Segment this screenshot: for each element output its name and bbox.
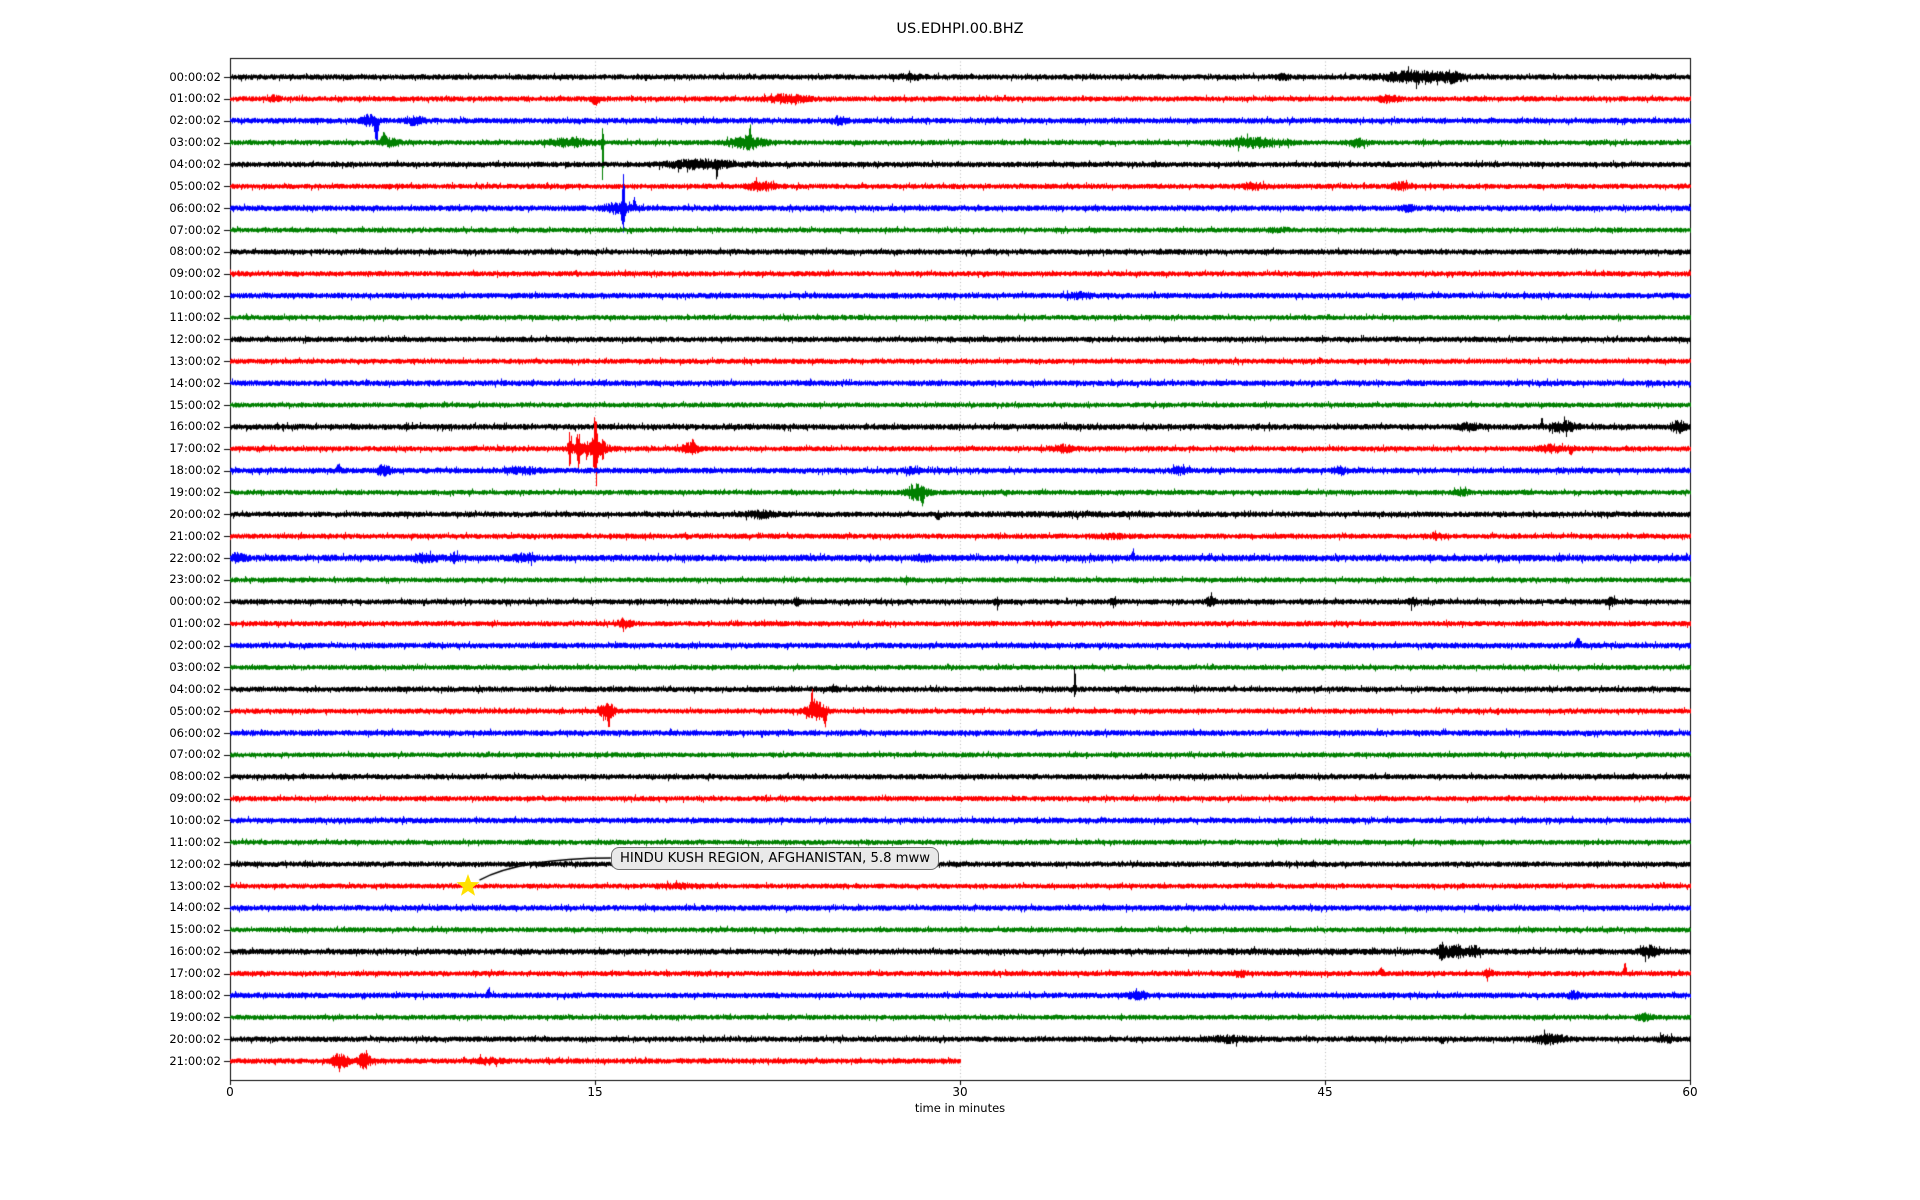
event-star-icon [457, 874, 480, 896]
trace-time-label: 21:00:02 [169, 1053, 221, 1068]
trace-time-label: 00:00:02 [169, 594, 221, 609]
trace-time-label: 13:00:02 [169, 353, 221, 368]
trace-time-label: 06:00:02 [169, 200, 221, 215]
trace-time-label: 05:00:02 [169, 703, 221, 718]
x-axis-label: time in minutes [914, 1101, 1006, 1115]
trace-time-label: 05:00:02 [169, 178, 221, 193]
trace-time-label: 17:00:02 [169, 441, 221, 456]
trace-time-label: 11:00:02 [169, 834, 221, 849]
trace-time-label: 01:00:02 [169, 616, 221, 631]
trace-time-label: 09:00:02 [169, 266, 221, 281]
earthquake-annotation-box: HINDU KUSH REGION, AFGHANISTAN, 5.8 mww [611, 847, 940, 870]
x-tick-label: 60 [1682, 1085, 1698, 1099]
trace-time-label: 02:00:02 [169, 638, 221, 653]
trace-time-label: 16:00:02 [169, 419, 221, 434]
earthquake-annotation-text: HINDU KUSH REGION, AFGHANISTAN, 5.8 mww [620, 851, 931, 866]
x-tick-label: 15 [587, 1085, 603, 1099]
trace-time-label: 16:00:02 [169, 944, 221, 959]
trace-time-label: 04:00:02 [169, 681, 221, 696]
trace-time-label: 03:00:02 [169, 659, 221, 674]
trace-time-label: 10:00:02 [169, 288, 221, 303]
trace-time-label: 03:00:02 [169, 135, 221, 150]
trace-time-label: 19:00:02 [169, 484, 221, 499]
trace-time-label: 10:00:02 [169, 812, 221, 827]
trace-time-label: 14:00:02 [169, 900, 221, 915]
trace-time-label: 08:00:02 [169, 244, 221, 259]
page-title: US.EDHPI.00.BHZ [896, 21, 1024, 37]
trace-time-label: 20:00:02 [169, 506, 221, 521]
trace-time-label: 08:00:02 [169, 769, 221, 784]
trace-time-label: 21:00:02 [169, 528, 221, 543]
trace-time-label: 12:00:02 [169, 856, 221, 871]
trace-time-label: 01:00:02 [169, 91, 221, 106]
trace-time-label: 18:00:02 [169, 463, 221, 478]
trace-time-label: 20:00:02 [169, 1031, 221, 1046]
trace-time-label: 09:00:02 [169, 791, 221, 806]
trace-time-label: 14:00:02 [169, 375, 221, 390]
trace-time-label: 04:00:02 [169, 156, 221, 171]
trace-time-label: 00:00:02 [169, 69, 221, 84]
trace-time-label: 07:00:02 [169, 747, 221, 762]
trace-time-label: 19:00:02 [169, 1009, 221, 1024]
trace-time-label: 07:00:02 [169, 222, 221, 237]
x-tick-label: 45 [1317, 1085, 1333, 1099]
trace-time-label: 12:00:02 [169, 331, 221, 346]
trace-time-label: 18:00:02 [169, 987, 221, 1002]
trace-time-label: 15:00:02 [169, 922, 221, 937]
x-tick-label: 0 [226, 1085, 234, 1099]
trace-time-label: 02:00:02 [169, 113, 221, 128]
trace-time-label: 13:00:02 [169, 878, 221, 893]
trace-time-label: 11:00:02 [169, 310, 221, 325]
star-shape [457, 874, 480, 896]
trace-time-label: 15:00:02 [169, 397, 221, 412]
x-tick-label: 30 [952, 1085, 968, 1099]
trace-time-label: 23:00:02 [169, 572, 221, 587]
trace-time-label: 06:00:02 [169, 725, 221, 740]
trace-time-label: 17:00:02 [169, 966, 221, 981]
trace-time-label: 22:00:02 [169, 550, 221, 565]
